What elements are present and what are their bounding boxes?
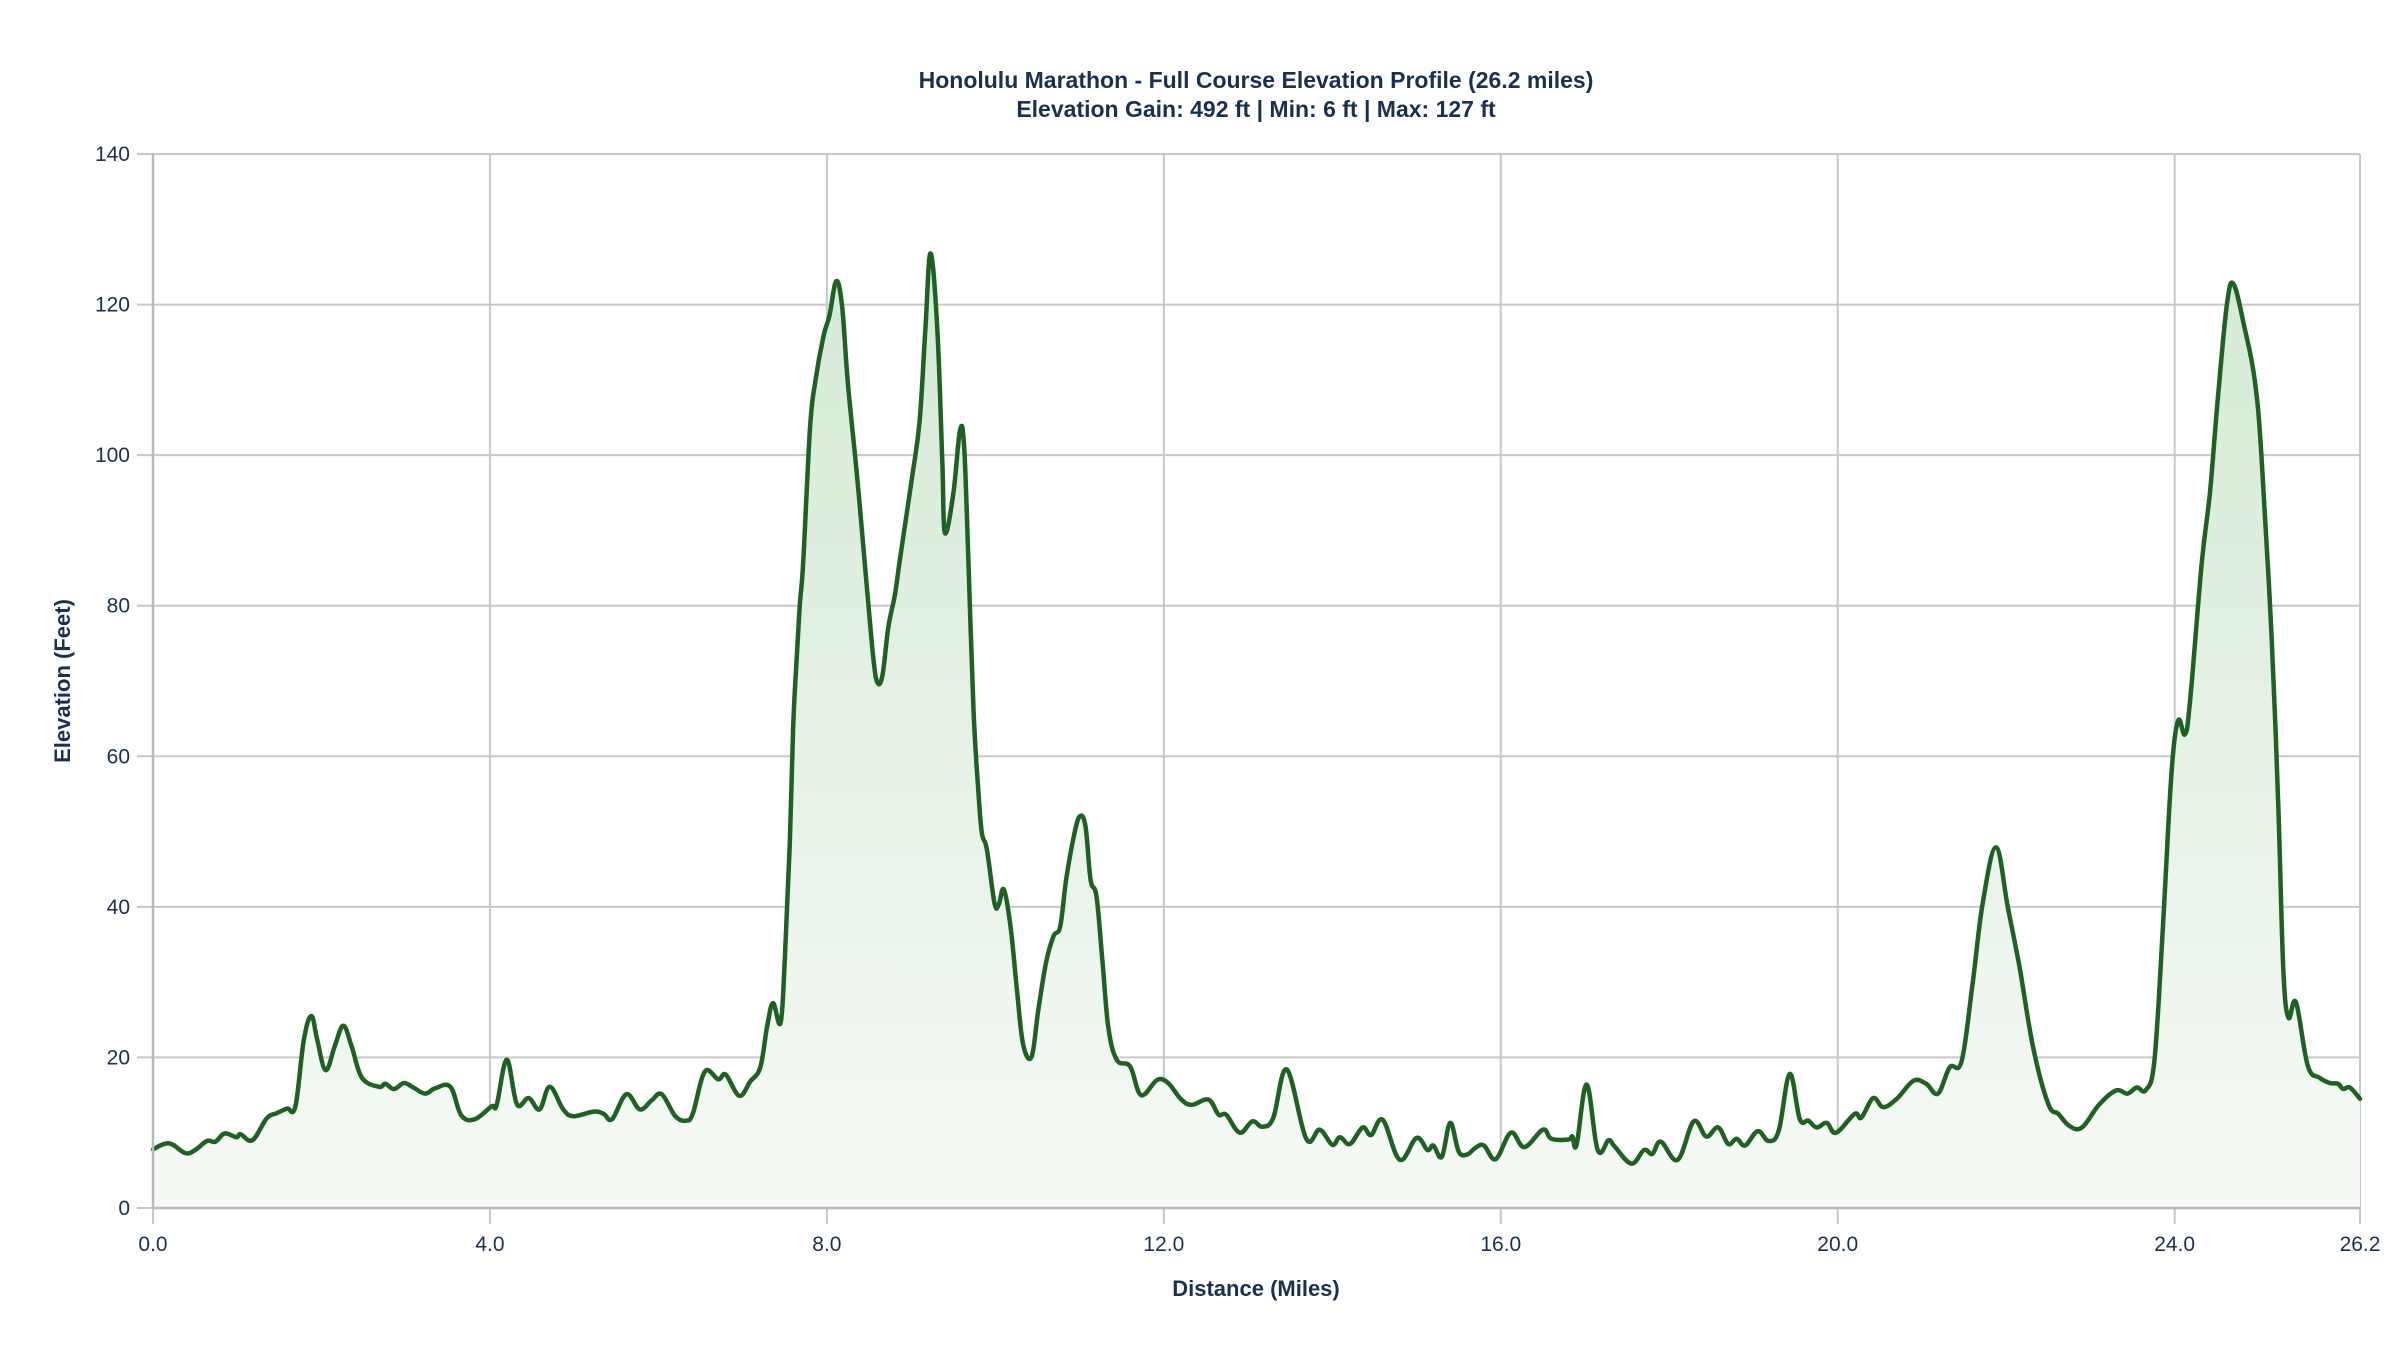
chart-title: Honolulu Marathon - Full Course Elevatio… [918, 67, 1594, 93]
y-tick-label: 120 [95, 294, 130, 317]
x-tick-label: 24.0 [2154, 1233, 2195, 1256]
y-tick-label: 100 [95, 444, 130, 467]
x-tick-label: 4.0 [475, 1233, 504, 1256]
chart-subtitle: Elevation Gain: 492 ft | Min: 6 ft | Max… [1016, 96, 1496, 122]
x-axis-ticks: 0.0 4.0 8.0 12.0 16.0 20.0 24.0 26.2 [138, 1233, 2380, 1256]
y-tick-label: 0 [118, 1197, 130, 1220]
elevation-line [150, 251, 2363, 1166]
x-tick-label: 12.0 [1143, 1233, 1184, 1256]
elevation-area-fill [153, 253, 2360, 1208]
y-tick-label: 60 [107, 745, 130, 768]
x-tick-label: 20.0 [1817, 1233, 1858, 1256]
chart-title-block: Honolulu Marathon - Full Course Elevatio… [0, 66, 2400, 124]
x-tick-label: 16.0 [1480, 1233, 1521, 1256]
y-axis-ticks: 0 20 40 60 80 100 120 140 [95, 143, 130, 1220]
y-tick-label: 20 [107, 1046, 130, 1069]
y-tick-label: 140 [95, 143, 130, 166]
y-tick-label: 40 [107, 896, 130, 919]
x-tick-label: 26.2 [2340, 1233, 2381, 1256]
y-axis-title: Elevation (Feet) [50, 599, 75, 763]
x-axis-title: Distance (Miles) [1172, 1276, 1340, 1301]
x-tick-label: 0.0 [138, 1233, 167, 1256]
axes [151, 154, 2360, 1210]
y-tick-label: 80 [107, 595, 130, 618]
x-tick-label: 8.0 [812, 1233, 841, 1256]
